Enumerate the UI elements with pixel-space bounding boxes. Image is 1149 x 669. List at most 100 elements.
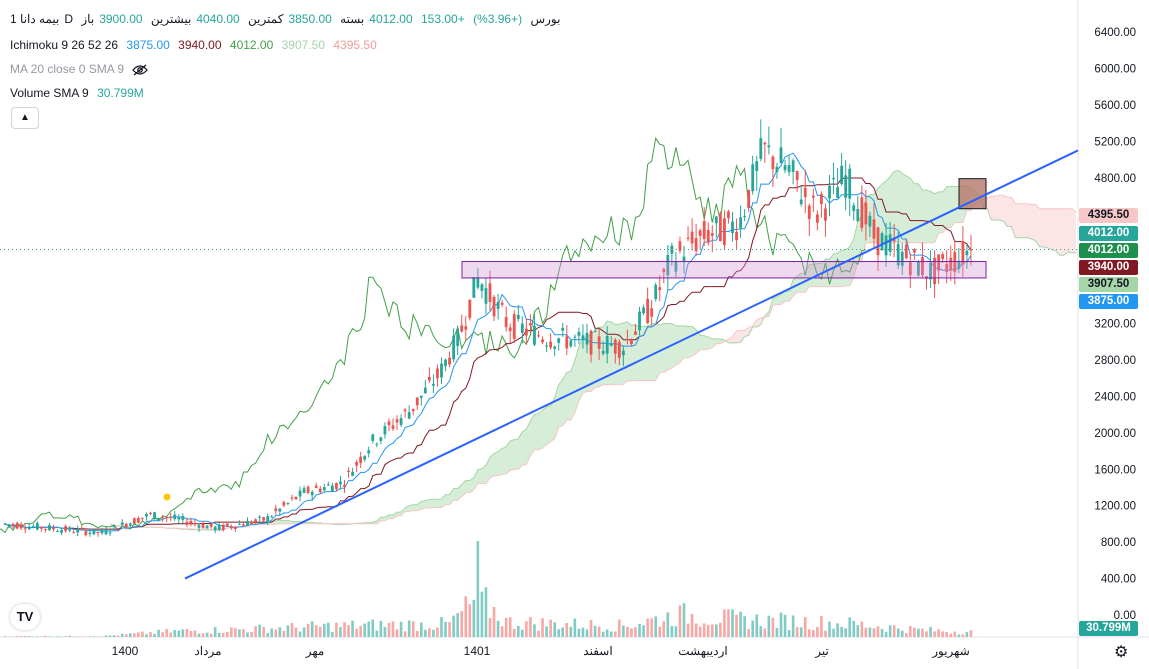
candle-body — [185, 521, 189, 525]
candle-body — [593, 331, 597, 333]
ma-legend[interactable]: MA 20 close 0 SMA 9 — [10, 62, 149, 77]
cloud-segment — [700, 335, 705, 350]
cloud-segment — [1047, 208, 1052, 250]
cloud-segment — [522, 429, 527, 466]
y-tick-label: 6000.00 — [1094, 63, 1136, 75]
volume-bar — [19, 636, 23, 637]
candle-body — [306, 486, 310, 493]
candle-body — [76, 528, 80, 533]
cloud-segment — [914, 183, 919, 243]
cloud-segment — [627, 321, 632, 382]
candle-body — [577, 331, 581, 336]
volume-bar — [880, 628, 884, 637]
volume-bar — [108, 635, 112, 637]
volume-sma-value: 30.799M — [97, 86, 144, 100]
candle-body — [512, 314, 516, 339]
volume-bar — [957, 634, 961, 637]
ichimoku-legend[interactable]: Ichimoku 9 26 52 26 3875.00 3940.00 4012… — [10, 38, 382, 53]
candle-body — [710, 233, 714, 236]
candle-body — [427, 376, 431, 381]
volume-bar — [743, 616, 746, 637]
tradingview-logo-icon[interactable]: TV — [10, 604, 40, 630]
candle-body — [153, 512, 156, 520]
candle-body — [173, 514, 177, 520]
candle-body — [80, 527, 84, 529]
collapse-legend-button[interactable]: ▲ — [11, 107, 39, 129]
volume-bars — [3, 541, 973, 637]
volume-legend[interactable]: Volume SMA 9 30.799M — [10, 86, 149, 101]
volume-bar — [690, 613, 694, 637]
close-label: بسته — [340, 12, 365, 26]
base-line — [4, 177, 972, 530]
candle-body — [387, 421, 391, 426]
ichimoku-lagging-value: 4012.00 — [229, 38, 274, 52]
low-value: 3850.00 — [288, 12, 332, 26]
candle-body — [3, 523, 7, 525]
volume-bar — [969, 630, 973, 637]
candle-body — [488, 283, 492, 302]
volume-bar — [856, 625, 860, 637]
volume-bar — [432, 629, 435, 637]
volume-bar — [674, 626, 678, 637]
cloud-segment — [776, 294, 781, 305]
volume-bar — [230, 627, 233, 637]
volume-bar — [15, 636, 19, 637]
candle-body — [662, 268, 666, 273]
candle-body — [116, 529, 120, 531]
volume-bar — [820, 615, 823, 637]
volume-bar — [225, 632, 229, 637]
volume-bar — [415, 631, 419, 637]
volume-bar — [638, 623, 641, 637]
volume-bar — [961, 634, 965, 637]
candle-body — [504, 317, 508, 328]
candle-body — [617, 341, 621, 358]
ichimoku-base-value: 3940.00 — [178, 38, 222, 52]
ichimoku-span-b-value: 4395.50 — [333, 38, 377, 52]
volume-bar — [428, 628, 431, 637]
candle-body — [884, 235, 888, 256]
volume-bar — [193, 630, 197, 637]
cloud-segment — [679, 325, 684, 363]
volume-bar — [213, 627, 217, 637]
candle-body — [646, 298, 650, 324]
candle-body — [682, 256, 686, 262]
candle-body — [670, 245, 674, 254]
candle-body — [35, 523, 39, 530]
candle-body — [589, 330, 593, 355]
candle-body — [658, 287, 662, 291]
volume-bar — [436, 627, 439, 637]
candle-body — [343, 484, 346, 487]
cloud-segment — [425, 499, 430, 508]
candle-body — [569, 340, 573, 347]
cloud-segment — [494, 451, 499, 476]
volume-bar — [456, 613, 459, 637]
volume-bar — [900, 630, 904, 637]
volume-bar — [593, 625, 597, 637]
volume-bar — [565, 623, 569, 637]
cloud-segment — [849, 238, 854, 286]
gear-icon[interactable]: ⚙ — [1114, 644, 1129, 661]
cloud-segment — [481, 465, 486, 484]
volume-bar — [650, 618, 653, 637]
volume-bar — [387, 622, 391, 637]
candle-body — [824, 208, 827, 221]
volume-bar — [322, 623, 326, 637]
volume-bar — [751, 620, 755, 637]
candle-body — [254, 519, 257, 522]
volume-bar — [529, 617, 532, 637]
volume-bar — [367, 621, 371, 637]
eye-hidden-icon[interactable] — [132, 64, 149, 76]
high-label: بیشترین — [150, 12, 192, 26]
candle-body — [516, 314, 520, 319]
candle-body — [779, 147, 783, 164]
candle-body — [900, 251, 904, 266]
candle-body — [262, 517, 266, 521]
cloud-segment — [441, 494, 446, 508]
volume-bar — [314, 625, 318, 637]
price-tag: 4012.00 — [1079, 243, 1138, 258]
candle-body — [807, 205, 811, 220]
candle-body — [56, 531, 59, 533]
volume-bar — [250, 631, 253, 637]
candle-body — [775, 166, 779, 173]
